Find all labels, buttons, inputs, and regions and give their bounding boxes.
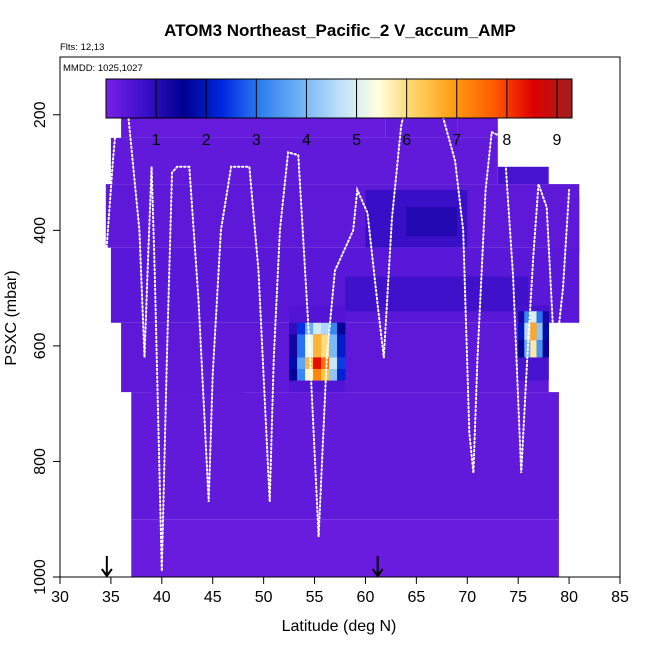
colorbar-tick-label: 4 — [302, 132, 311, 149]
heatmap-cell — [337, 357, 346, 369]
heatmap-cell — [518, 322, 525, 341]
heatmap-cell — [536, 322, 543, 341]
y-tick-label: 800 — [32, 448, 49, 475]
heatmap-cell — [497, 166, 549, 185]
heatmap-cell — [518, 340, 525, 358]
heatmap-cell — [530, 311, 537, 323]
colorbar — [105, 78, 573, 119]
y-tick-label: 1000 — [32, 559, 49, 595]
x-tick-label: 35 — [102, 589, 120, 606]
plot-frame — [59, 56, 621, 578]
chart-title: ATOM3 Northeast_Pacific_2 V_accum_AMP — [164, 21, 516, 40]
colorbar-gradient — [105, 78, 573, 119]
heatmap-cell — [542, 340, 550, 358]
heatmap-cell — [297, 322, 306, 335]
heatmap-cell — [105, 184, 580, 248]
heatmap-cells — [105, 94, 580, 577]
colorbar-tick-label: 6 — [402, 132, 411, 149]
arrow-marker — [371, 556, 384, 578]
heatmap-cell — [337, 322, 346, 335]
colorbar-tick-label: 5 — [352, 132, 361, 149]
y-tick-label: 600 — [32, 332, 49, 359]
flights-label: Flts: 12,13 — [60, 42, 104, 53]
x-axis: 30 35 40 45 50 55 60 65 70 75 80 85 — [51, 577, 629, 606]
colorbar-tick-label: 7 — [452, 132, 461, 149]
heatmap-cell — [313, 334, 322, 358]
x-tick-label: 60 — [357, 589, 375, 606]
heatmap-cell — [542, 311, 550, 323]
heatmap-cell — [297, 357, 306, 369]
heatmap-cell — [329, 357, 338, 369]
colorbar-tick-label: 3 — [252, 132, 261, 149]
x-tick-label: 70 — [458, 589, 476, 606]
flight-track-line — [104, 102, 571, 572]
heatmap-cell — [329, 334, 338, 358]
colorbar-tick-label: 1 — [152, 132, 161, 149]
heatmap-cell — [345, 276, 529, 312]
colorbar-tick-label: 9 — [553, 132, 562, 149]
heatmap-cell — [313, 357, 322, 369]
arrow-marker — [101, 556, 113, 578]
heatmap-cell — [329, 322, 338, 335]
x-tick-label: 30 — [51, 589, 69, 606]
heatmap-cell — [131, 519, 559, 577]
heatmap-cell — [289, 357, 298, 369]
flight-track — [104, 102, 571, 572]
heatmap-cell — [321, 357, 330, 369]
y-tick-label: 400 — [32, 217, 49, 244]
heatmap-cell — [536, 340, 543, 358]
arrows — [101, 556, 384, 578]
dates-label: MMDD: 1025,1027 — [63, 63, 143, 74]
heatmap-cell — [305, 357, 314, 369]
heatmap-cell — [297, 334, 306, 358]
heatmap-cell — [337, 369, 346, 381]
heatmap-cell — [329, 369, 338, 381]
heatmap-cell — [406, 207, 458, 237]
x-tick-label: 55 — [306, 589, 324, 606]
y-axis-label: PSXC (mbar) — [3, 270, 20, 365]
x-axis-label: Latitude (deg N) — [282, 618, 397, 635]
heatmap-cell — [110, 137, 498, 185]
heatmap-cell — [305, 369, 314, 381]
heatmap-cell — [530, 322, 537, 341]
heatmap-cell — [289, 322, 298, 335]
heatmap-cell — [321, 322, 330, 335]
y-tick-label: 200 — [32, 101, 49, 128]
heatmap-cell — [313, 322, 322, 335]
heatmap-cell — [305, 334, 314, 358]
heatmap-cell — [530, 340, 537, 358]
heatmap-cell — [524, 322, 531, 341]
heatmap-cell — [542, 322, 550, 341]
colorbar-ticks: 1 2 3 4 5 6 7 8 9 — [152, 79, 562, 149]
heatmap-cell — [297, 369, 306, 381]
x-tick-label: 50 — [255, 589, 273, 606]
heatmap-cell — [518, 311, 525, 323]
x-tick-label: 80 — [560, 589, 578, 606]
x-tick-label: 75 — [509, 589, 527, 606]
x-tick-label: 40 — [153, 589, 171, 606]
heatmap-cell — [313, 369, 322, 381]
heatmap-cell — [289, 369, 298, 381]
x-tick-label: 45 — [204, 589, 222, 606]
colorbar-tick-label: 2 — [202, 132, 211, 149]
heatmap-cell — [524, 311, 531, 323]
heatmap-cell — [131, 392, 559, 520]
x-tick-label: 65 — [407, 589, 425, 606]
y-axis: 200 400 600 800 1000 — [32, 101, 60, 595]
heatmap-cell — [321, 334, 330, 358]
heatmap-cell — [289, 334, 298, 358]
x-tick-label: 85 — [611, 589, 629, 606]
heatmap-cell — [337, 334, 346, 358]
colorbar-tick-label: 8 — [502, 132, 511, 149]
heatmap-cell — [536, 311, 543, 323]
